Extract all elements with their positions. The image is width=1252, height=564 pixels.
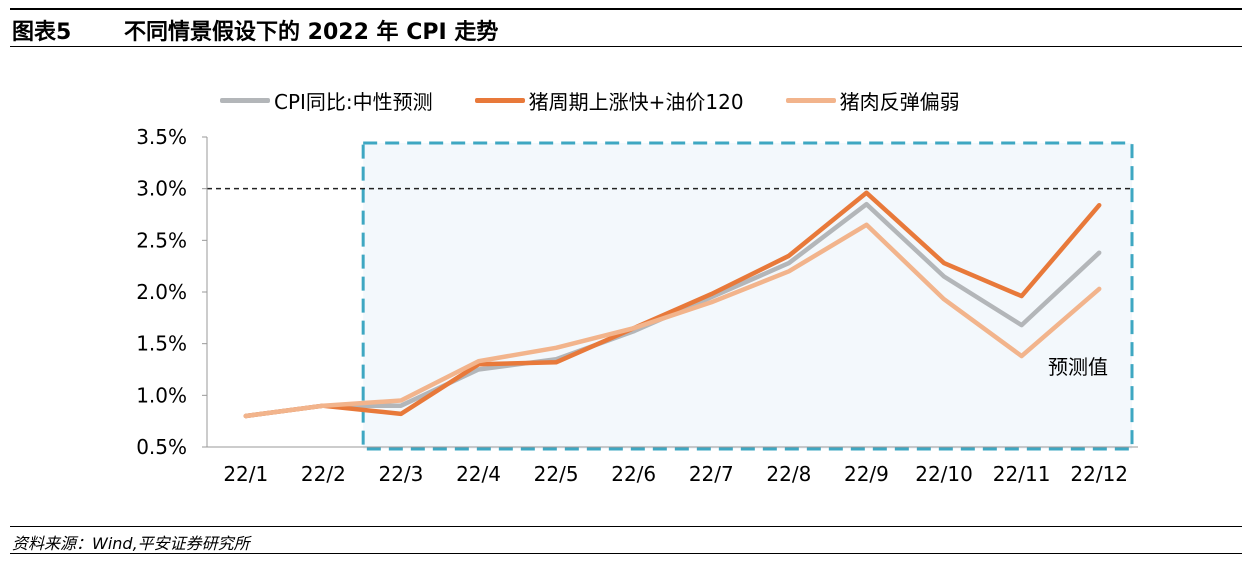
y-tick-labels: 0.5% 1.0% 1.5% 2.0% 2.5% 3.0% 3.5%: [136, 125, 207, 459]
source-note: 资料来源：Wind,平安证券研究所: [12, 534, 250, 553]
forecast-region: [361, 141, 1134, 451]
series-lines: [243, 190, 1102, 419]
y-tick-label: 2.0%: [136, 280, 187, 304]
y-tick-label: 0.5%: [136, 435, 187, 459]
legend-label-fast-rise: 猪周期上涨快+油价120: [528, 90, 744, 114]
x-tick-label: 22/2: [301, 462, 346, 486]
legend-swatch-neutral: [220, 98, 270, 103]
x-tick-label: 22/11: [993, 462, 1051, 486]
x-tick-label: 22/8: [766, 462, 811, 486]
legend-item-weak-rebound: 猪肉反弹偏弱: [785, 86, 960, 115]
legend-label-weak-rebound: 猪肉反弹偏弱: [839, 90, 960, 114]
forecast-region-label: 预测值: [1048, 355, 1108, 379]
series-line-1: [243, 190, 1102, 419]
x-tick-label: 22/6: [611, 462, 656, 486]
x-tick-label: 22/5: [534, 462, 579, 486]
y-tick-label: 2.5%: [136, 228, 187, 252]
top-rule: [10, 8, 1242, 10]
x-tick-label: 22/3: [378, 462, 423, 486]
x-tick-label: 22/4: [456, 462, 501, 486]
x-tick-label: 22/10: [915, 462, 973, 486]
y-tick-label: 3.0%: [136, 177, 187, 201]
legend-item-neutral: CPI同比:中性预测: [220, 86, 433, 115]
series-line-2: [243, 222, 1102, 419]
figure-number: 图表5: [12, 20, 72, 45]
title-underline: [10, 46, 1242, 47]
legend-label-neutral: CPI同比:中性预测: [274, 90, 433, 114]
chart-title: 不同情景假设下的 2022 年 CPI 走势: [124, 20, 499, 45]
legend: CPI同比:中性预测 猪周期上涨快+油价120 猪肉反弹偏弱: [220, 86, 960, 115]
y-tick-label: 3.5%: [136, 125, 187, 149]
y-tick-label: 1.0%: [136, 383, 187, 407]
y-tick-label: 1.5%: [136, 332, 187, 356]
legend-swatch-weak-rebound: [785, 98, 836, 103]
legend-swatch-fast-rise: [474, 98, 525, 103]
figure-title: 图表5 不同情景假设下的 2022 年 CPI 走势: [12, 14, 498, 46]
x-tick-label: 22/12: [1070, 462, 1128, 486]
x-tick-label: 22/1: [223, 462, 268, 486]
x-tick-label: 22/7: [689, 462, 734, 486]
x-tick-label: 22/9: [844, 462, 889, 486]
source-top-rule: [10, 526, 1242, 527]
x-tick-labels: 22/1 22/2 22/3 22/4 22/5 22/6 22/7 22/8 22/9 22/1…: [223, 462, 1128, 486]
legend-item-fast-rise: 猪周期上涨快+油价120: [474, 86, 744, 115]
bottom-rule: [10, 553, 1242, 554]
